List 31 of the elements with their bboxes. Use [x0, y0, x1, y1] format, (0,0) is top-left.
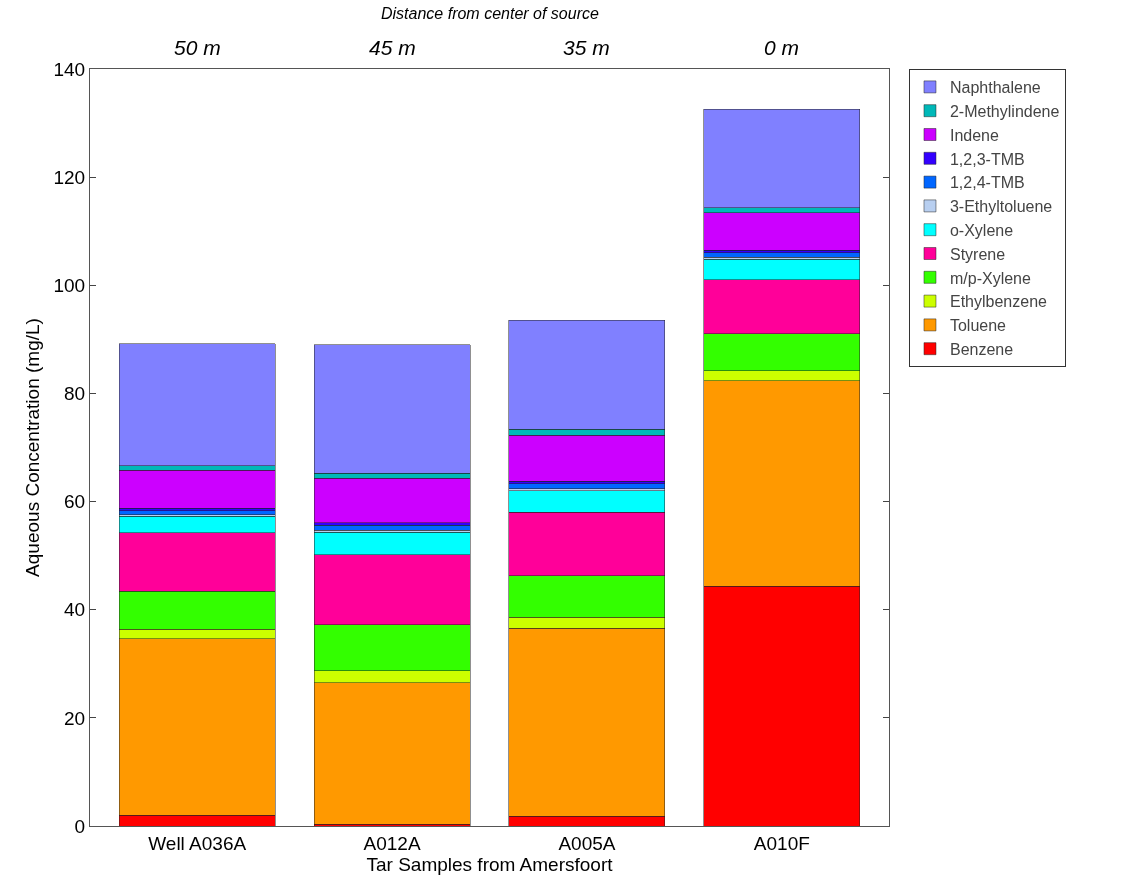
legend-label: 1,2,4-TMB — [949, 174, 1025, 192]
legend-label: Benzene — [949, 340, 1014, 358]
x-tick-label: A012A — [363, 832, 421, 854]
y-tick-label: 0 — [74, 815, 86, 837]
y-tick-label: 60 — [64, 491, 86, 513]
x-axis-title: Tar Samples from Amersfoort — [366, 853, 614, 875]
legend-label: m/p-Xylene — [949, 269, 1031, 287]
text: 45 m — [369, 36, 416, 59]
y-tick-label: 20 — [64, 707, 86, 729]
legend-label: o-Xylene — [949, 221, 1014, 239]
x-tick-label: Well A036A — [148, 832, 247, 854]
y-tick-label: 120 — [53, 166, 86, 188]
y-tick-label: 80 — [64, 383, 86, 405]
y-axis-title: Aqueous Concentration (mg/L) — [22, 318, 44, 577]
text: 35 m — [563, 36, 610, 59]
legend-label: 1,2,3-TMB — [949, 150, 1025, 168]
y-tick-label: 140 — [53, 58, 86, 80]
x-tick-label: A005A — [558, 832, 616, 854]
text: 0 m — [764, 36, 800, 59]
legend-label: 3-Ethyltoluene — [949, 198, 1053, 216]
y-tick-label: 100 — [53, 274, 86, 296]
y-tick-label: 40 — [64, 599, 86, 621]
legend-label: Toluene — [949, 317, 1007, 335]
x2-axis-title: Distance from center of source — [381, 5, 599, 22]
legend-label: Indene — [949, 126, 1000, 144]
legend-label: Naphthalene — [949, 79, 1041, 97]
legend-label: Ethylbenzene — [949, 293, 1048, 311]
text: 50 m — [174, 36, 221, 59]
x-tick-label: A010F — [753, 832, 810, 854]
legend-label: Styrene — [949, 245, 1006, 263]
legend-label: 2-Methylindene — [949, 102, 1060, 120]
